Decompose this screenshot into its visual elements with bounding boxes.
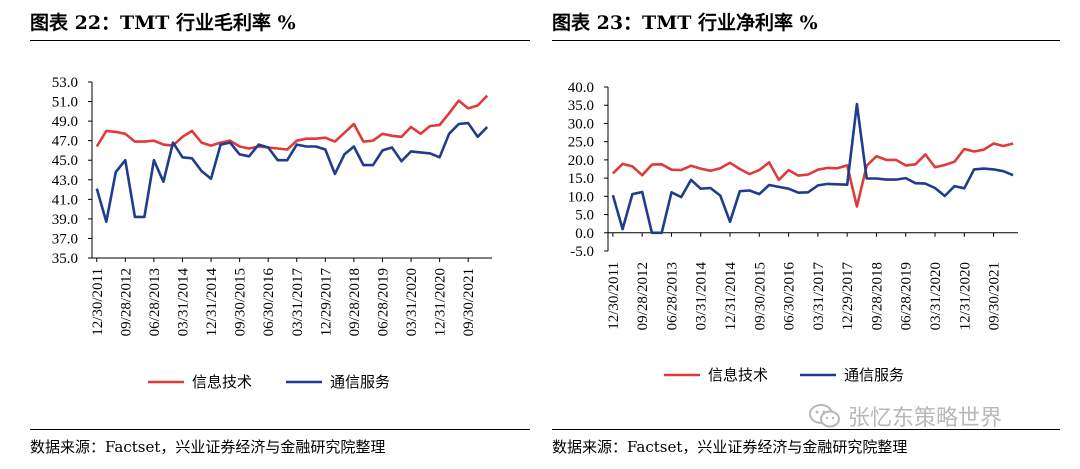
legend-label: 通信服务 <box>330 373 390 391</box>
x-tick-label: 06/30/2016 <box>782 262 798 331</box>
legend-label: 信息技术 <box>192 373 252 391</box>
x-tick-label: 03/31/2014 <box>694 262 710 331</box>
series-line-0 <box>95 94 489 151</box>
x-tick-label: 06/28/2013 <box>147 268 163 336</box>
x-tick-label: 06/28/2013 <box>664 262 680 330</box>
x-tick-label: 06/28/2019 <box>899 262 915 330</box>
x-tick-label: 09/30/2021 <box>461 268 477 336</box>
watermark: 张忆东策略世界 <box>808 400 1002 432</box>
y-tick-label: 5.0 <box>575 208 594 224</box>
source-note: 数据来源：Factset，兴业证券经济与金融研究院整理 <box>30 438 386 456</box>
chart-title: 图表 23：TMT 行业净利率 % <box>552 12 818 34</box>
watermark-text: 张忆东策略世界 <box>848 406 1003 431</box>
legend-label: 通信服务 <box>844 366 904 384</box>
x-tick-label: 12/30/2011 <box>90 268 106 336</box>
x-tick-label: 03/31/2017 <box>811 262 827 331</box>
y-tick-label: 37.0 <box>52 231 78 247</box>
x-tick-label: 06/28/2019 <box>375 268 391 336</box>
y-tick-label: 35.0 <box>52 251 78 267</box>
gross-margin-chart: 53.0 51.0 49.0 47.0 45.0 43.0 41.0 39.0 37.0 35.0… <box>52 75 492 391</box>
x-tick-label: 09/28/2012 <box>118 268 134 336</box>
y-tick-label: 0.0 <box>575 226 594 242</box>
y-tick-label: 39.0 <box>52 212 78 228</box>
legend-label: 信息技术 <box>708 366 768 384</box>
source-divider <box>30 429 530 430</box>
x-tick-label: 12/31/2020 <box>957 262 973 330</box>
x-tick-label: 06/30/2016 <box>261 268 277 337</box>
wechat-icon <box>809 404 840 428</box>
series-line-1 <box>611 102 1014 235</box>
y-tick-label: 43.0 <box>52 173 78 189</box>
y-tick-label: 41.0 <box>52 192 78 208</box>
x-tick-label: 12/30/2011 <box>606 262 622 330</box>
x-tick-label: 03/31/2020 <box>404 268 420 336</box>
x-tick-label: 03/31/2014 <box>175 268 191 337</box>
x-tick-label: 09/28/2018 <box>869 262 885 330</box>
y-tick-label: 10.0 <box>568 189 594 205</box>
y-tick-label: 47.0 <box>52 134 78 150</box>
y-tick-label: 15.0 <box>568 171 594 187</box>
x-tick-label: 12/31/2014 <box>723 262 739 331</box>
x-tick-label: 03/31/2017 <box>290 268 306 337</box>
chart-title: 图表 22：TMT 行业毛利率 % <box>30 12 296 34</box>
x-tick-label: 12/29/2017 <box>318 268 334 337</box>
y-tick-label: -5.0 <box>570 244 594 260</box>
x-tick-label: 09/30/2015 <box>752 262 768 330</box>
y-tick-label: 51.0 <box>52 95 78 111</box>
title-divider <box>30 40 530 41</box>
y-tick-label: 40.0 <box>568 80 594 96</box>
chart-panel-22: 图表 22：TMT 行业毛利率 % 53.0 51.0 49.0 47.0 45.0 43… <box>0 0 530 469</box>
series-line-0 <box>611 142 1014 208</box>
net-margin-chart: 40.0 35.0 30.0 25.0 20.0 15.0 10.0 5.0 0.0 -5.0 12… <box>568 80 1018 384</box>
x-tick-label: 12/29/2017 <box>840 262 856 331</box>
y-tick-label: 30.0 <box>568 116 594 132</box>
source-note: 数据来源：Factset，兴业证券经济与金融研究院整理 <box>552 438 908 456</box>
x-tick-label: 09/30/2021 <box>987 262 1003 330</box>
x-tick-label: 12/31/2014 <box>204 268 220 337</box>
x-tick-label: 09/30/2015 <box>233 268 249 336</box>
y-tick-label: 45.0 <box>52 153 78 169</box>
y-tick-label: 35.0 <box>568 98 594 114</box>
x-tick-label: 12/31/2020 <box>433 268 449 336</box>
y-tick-label: 49.0 <box>52 114 78 130</box>
y-tick-label: 53.0 <box>52 75 78 91</box>
y-tick-label: 20.0 <box>568 153 594 169</box>
x-tick-label: 09/28/2018 <box>347 268 363 336</box>
title-divider <box>552 40 1060 41</box>
x-tick-label: 09/28/2012 <box>635 262 651 330</box>
x-tick-label: 03/31/2020 <box>928 262 944 330</box>
y-tick-label: 25.0 <box>568 135 594 151</box>
series-line-1 <box>95 121 489 224</box>
chart-panel-23: 图表 23：TMT 行业净利率 % 40.0 35.0 30.0 25.0 20.0 15… <box>548 0 1080 469</box>
source-divider <box>552 429 1060 430</box>
